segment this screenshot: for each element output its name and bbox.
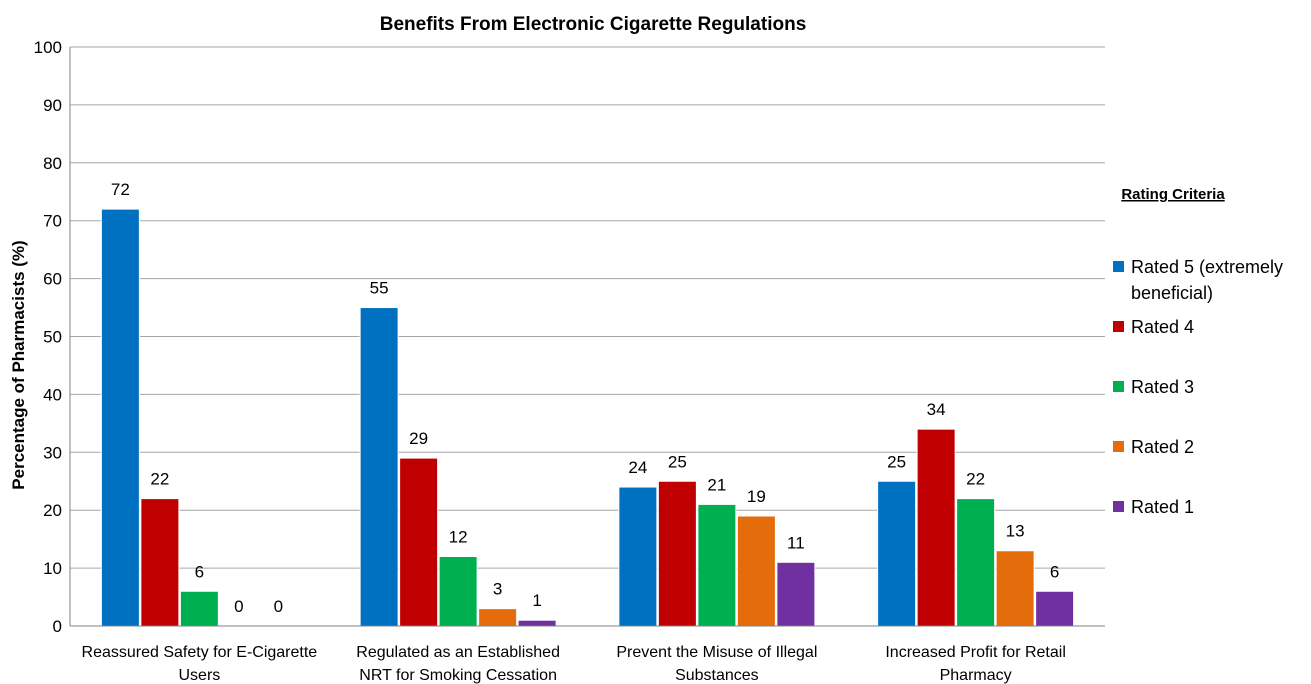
data-label: 29 [409, 429, 428, 448]
bars [100, 208, 1075, 627]
data-label: 6 [195, 562, 204, 581]
x-tick-label: Regulated as an Established NRT for Smoki… [356, 644, 560, 684]
x-tick-label: Increased Profit for Retail Pharmacy [885, 644, 1066, 684]
data-label: 3 [493, 580, 502, 599]
x-tick-label: Reassured Safety for E-Cigarette Users [82, 644, 318, 684]
y-tick-label: 0 [53, 617, 62, 636]
y-tick-label: 30 [43, 443, 62, 462]
bar [478, 608, 518, 627]
data-label: 55 [370, 279, 389, 298]
data-label: 0 [234, 597, 243, 616]
data-labels: 72 22 6 0 0 55 29 12 3 1 24 25 21 19 11 25 34 22 13 6 [111, 180, 1059, 616]
legend-title: Rating Criteria [1121, 186, 1225, 203]
data-label: 72 [111, 180, 130, 199]
data-label: 0 [274, 597, 283, 616]
bar [359, 307, 399, 627]
data-label: 25 [887, 452, 906, 471]
data-label: 1 [532, 591, 541, 610]
data-label: 22 [966, 470, 985, 489]
y-tick-label: 50 [43, 328, 62, 347]
bar [916, 428, 956, 627]
chart-title: Benefits From Electronic Cigarette Regul… [380, 14, 807, 35]
data-label: 19 [747, 487, 766, 506]
bar [956, 498, 996, 627]
gridlines [70, 46, 1105, 569]
bar [657, 480, 697, 627]
bar [179, 590, 219, 627]
data-label: 13 [1006, 522, 1025, 541]
bar [697, 503, 737, 627]
bar [100, 208, 140, 627]
bar [776, 561, 816, 627]
y-tick-label: 90 [43, 96, 62, 115]
data-label: 11 [787, 533, 805, 552]
bar [1035, 590, 1075, 627]
y-tick-label: 70 [43, 212, 62, 231]
bar [618, 486, 658, 627]
bar [517, 619, 557, 627]
bar [140, 498, 180, 627]
x-tick-label: Prevent the Misuse of Illegal Substances [616, 644, 817, 684]
bar [995, 550, 1035, 627]
legend-swatch [1113, 321, 1124, 332]
bar [399, 457, 439, 627]
data-label: 24 [628, 458, 647, 477]
data-label: 25 [668, 452, 687, 471]
bar [877, 480, 917, 627]
y-tick-label: 20 [43, 501, 62, 520]
legend-swatch [1113, 261, 1124, 272]
legend-swatch [1113, 381, 1124, 392]
legend-entry: Rated 2 [1131, 437, 1194, 457]
bar [438, 556, 478, 627]
legend-entry: Rated 1 [1131, 497, 1194, 517]
bar [736, 515, 776, 627]
data-label: 34 [927, 400, 946, 419]
data-label: 12 [449, 528, 468, 547]
y-tick-label: 10 [43, 559, 62, 578]
y-tick-label: 80 [43, 154, 62, 173]
data-label: 22 [150, 470, 169, 489]
y-tick-label: 100 [34, 38, 62, 57]
data-label: 21 [707, 475, 726, 494]
legend-entry: Rated 5 (extremely beneficial) [1131, 257, 1283, 303]
legend-swatch [1113, 441, 1124, 452]
legend: Rating Criteria Rated 5 (extremely benefi… [1113, 186, 1283, 517]
legend-entry: Rated 3 [1131, 377, 1194, 397]
y-tick-label: 60 [43, 270, 62, 289]
data-label: 6 [1050, 562, 1059, 581]
legend-entry: Rated 4 [1131, 317, 1194, 337]
y-axis-title: Percentage of Pharmacists (%) [9, 240, 28, 489]
legend-swatch [1113, 501, 1124, 512]
y-tick-label: 40 [43, 385, 62, 404]
